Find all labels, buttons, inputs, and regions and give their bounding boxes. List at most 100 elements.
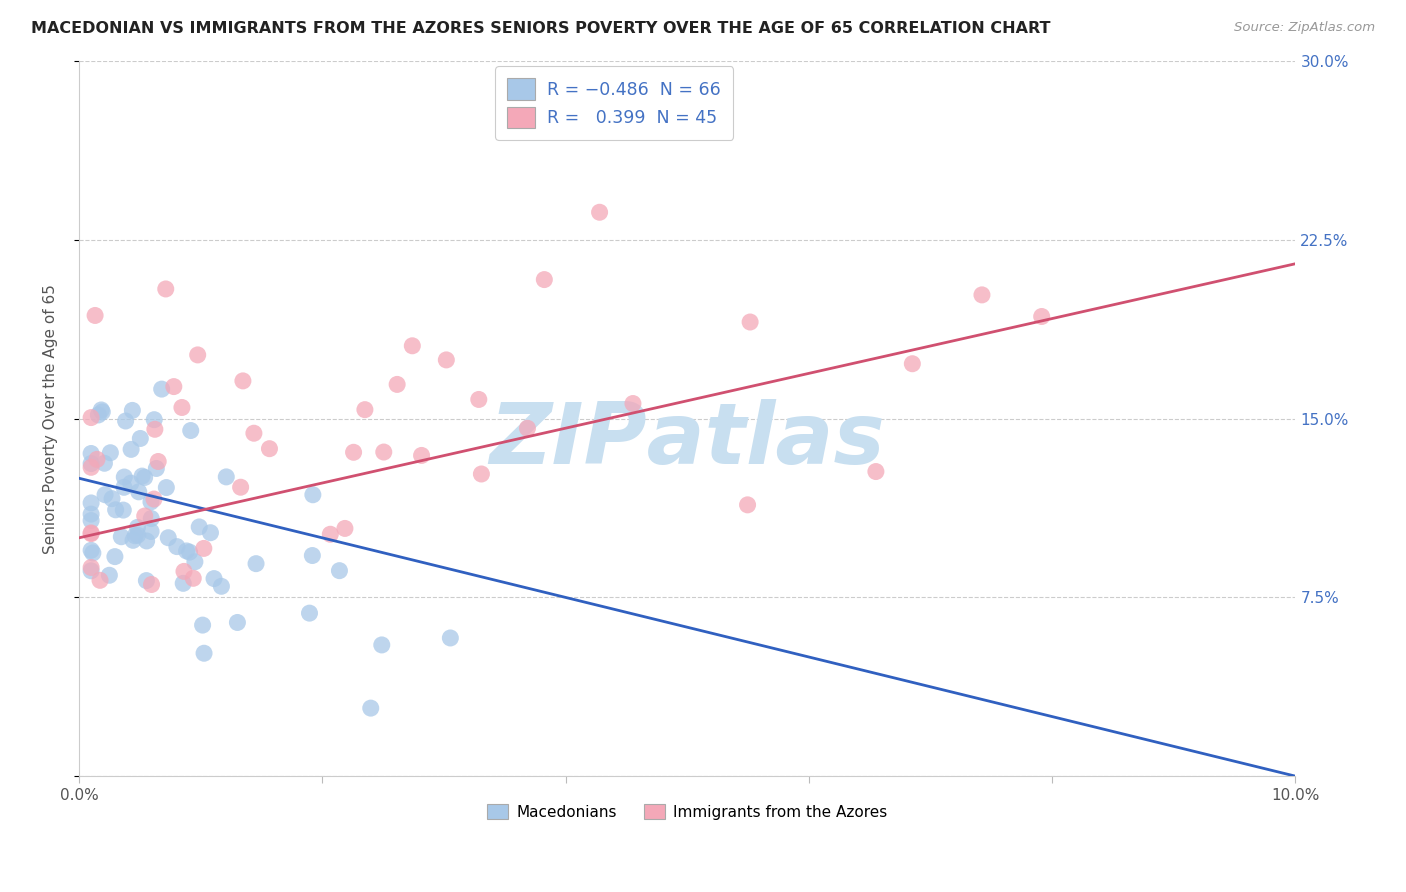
Point [112, 480, 135, 494]
Point [127, 528, 149, 542]
Point [533, 272, 555, 286]
Point [89, 574, 111, 588]
Point [112, 470, 135, 484]
Point [98, 568, 121, 582]
Point [86, 452, 108, 467]
Point [202, 572, 225, 586]
Point [184, 555, 207, 569]
Point [193, 541, 215, 556]
Point [385, 377, 408, 392]
Point [157, 531, 180, 545]
Text: MACEDONIAN VS IMMIGRANTS FROM THE AZORES SENIORS POVERTY OVER THE AGE OF 65 CORR: MACEDONIAN VS IMMIGRANTS FROM THE AZORES… [31, 21, 1050, 36]
Point [373, 445, 395, 459]
Point [180, 424, 202, 438]
Point [172, 576, 194, 591]
Point [439, 631, 461, 645]
Point [354, 402, 377, 417]
Point [901, 357, 924, 371]
Point [155, 282, 177, 296]
Point [245, 557, 267, 571]
Point [516, 421, 538, 435]
Text: Source: ZipAtlas.com: Source: ZipAtlas.com [1234, 21, 1375, 34]
Point [110, 530, 132, 544]
Point [1031, 310, 1053, 324]
Point [865, 465, 887, 479]
Point [80, 446, 103, 460]
Point [970, 288, 993, 302]
Point [82, 546, 104, 560]
Point [127, 520, 149, 534]
Point [333, 521, 356, 535]
Point [166, 540, 188, 554]
Point [187, 348, 209, 362]
Point [104, 503, 127, 517]
Point [143, 412, 166, 426]
Point [360, 701, 382, 715]
Point [371, 638, 394, 652]
Point [134, 508, 156, 523]
Text: ZIP​atlas: ZIP​atlas [489, 399, 886, 482]
Point [621, 396, 644, 410]
Point [298, 606, 321, 620]
Point [302, 488, 325, 502]
Point [143, 491, 166, 506]
Point [124, 529, 146, 543]
Point [112, 503, 135, 517]
Point [80, 526, 103, 541]
Point [737, 498, 759, 512]
Point [94, 488, 117, 502]
Point [328, 564, 350, 578]
Point [90, 403, 112, 417]
Point [468, 392, 491, 407]
Point [135, 533, 157, 548]
Point [93, 456, 115, 470]
Point [200, 525, 222, 540]
Point [401, 339, 423, 353]
Point [342, 445, 364, 459]
Point [226, 615, 249, 630]
Point [143, 422, 166, 436]
Point [588, 205, 610, 219]
Point [155, 481, 177, 495]
Point [91, 405, 114, 419]
Point [139, 495, 162, 509]
Point [87, 408, 110, 422]
Point [80, 514, 103, 528]
Point [122, 533, 145, 548]
Point [135, 574, 157, 588]
Point [121, 403, 143, 417]
Point [319, 527, 342, 541]
Point [104, 549, 127, 564]
Point [259, 442, 281, 456]
Point [80, 564, 103, 578]
Point [170, 401, 193, 415]
Point [148, 454, 170, 468]
Point [173, 565, 195, 579]
Point [101, 491, 124, 506]
Point [134, 470, 156, 484]
Point [740, 315, 762, 329]
Point [209, 579, 232, 593]
Point [114, 414, 136, 428]
Point [139, 524, 162, 539]
Point [100, 446, 122, 460]
Legend: Macedonians, Immigrants from the Azores: Macedonians, Immigrants from the Azores [481, 798, 893, 826]
Point [181, 571, 204, 585]
Point [188, 520, 211, 534]
Point [84, 309, 107, 323]
Point [128, 484, 150, 499]
Point [179, 545, 201, 559]
Point [80, 410, 103, 425]
Point [470, 467, 492, 481]
Point [80, 496, 103, 510]
Point [80, 460, 103, 475]
Point [80, 457, 103, 471]
Point [163, 379, 186, 393]
Point [411, 449, 433, 463]
Point [129, 432, 152, 446]
Point [215, 470, 238, 484]
Point [229, 480, 252, 494]
Point [80, 560, 103, 574]
Point [141, 511, 163, 525]
Point [193, 646, 215, 660]
